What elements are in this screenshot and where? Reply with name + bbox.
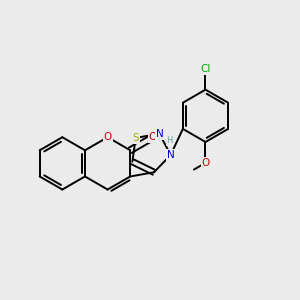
Text: H: H bbox=[167, 136, 173, 145]
Text: N: N bbox=[155, 129, 163, 139]
Text: Cl: Cl bbox=[200, 64, 211, 74]
Text: O: O bbox=[201, 158, 210, 168]
Text: O: O bbox=[149, 132, 157, 142]
Text: O: O bbox=[103, 132, 112, 142]
Text: S: S bbox=[132, 133, 139, 143]
Text: N: N bbox=[167, 150, 175, 160]
